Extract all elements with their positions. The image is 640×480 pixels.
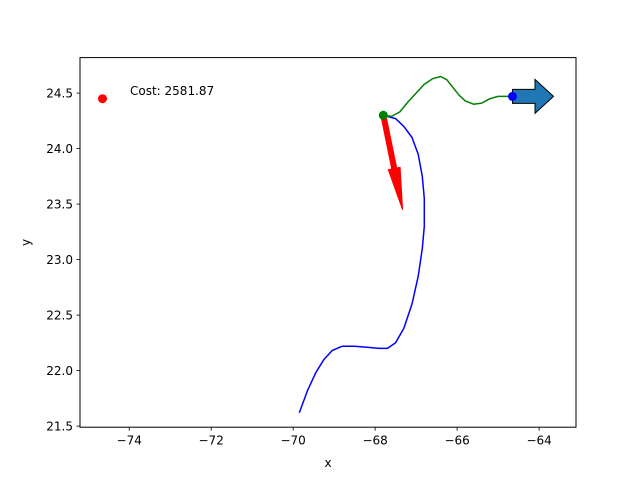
point-layer	[98, 91, 517, 120]
y-tick-label: 21.5	[46, 419, 73, 433]
x-tick-label: −68	[362, 434, 387, 448]
direction-arrow-2	[512, 78, 555, 115]
y-axis-ticks: 21.5 22.0 22.5 23.0 23.5 24.0 24.5	[46, 86, 80, 433]
x-tick-label: −70	[280, 434, 305, 448]
y-tick-label: 22.0	[46, 364, 73, 378]
y-tick-label: 22.5	[46, 308, 73, 322]
marker-point-2	[378, 110, 388, 120]
x-tick-label: −72	[199, 434, 224, 448]
x-tick-label: −66	[444, 434, 469, 448]
y-tick-label: 23.0	[46, 253, 73, 267]
series-line-1	[298, 114, 426, 414]
direction-arrow-1	[380, 114, 404, 210]
x-axis-ticks: −74 −72 −70 −68 −66 −64	[117, 427, 552, 448]
series-layer	[298, 75, 513, 414]
plot-area-frame	[79, 57, 577, 428]
y-tick-label: 23.5	[46, 197, 73, 211]
cost-annotation: Cost: 2581.87	[130, 84, 214, 98]
series-line-2	[383, 75, 513, 118]
marker-point-3	[508, 91, 517, 101]
x-axis-label: x	[324, 456, 331, 470]
x-tick-label: −74	[117, 434, 142, 448]
y-tick-label: 24.0	[46, 142, 73, 156]
x-tick-label: −64	[526, 434, 551, 448]
y-axis-label: y	[19, 239, 33, 246]
marker-point-1	[98, 94, 107, 104]
y-tick-label: 24.5	[46, 86, 73, 100]
arrow-layer	[380, 78, 555, 210]
